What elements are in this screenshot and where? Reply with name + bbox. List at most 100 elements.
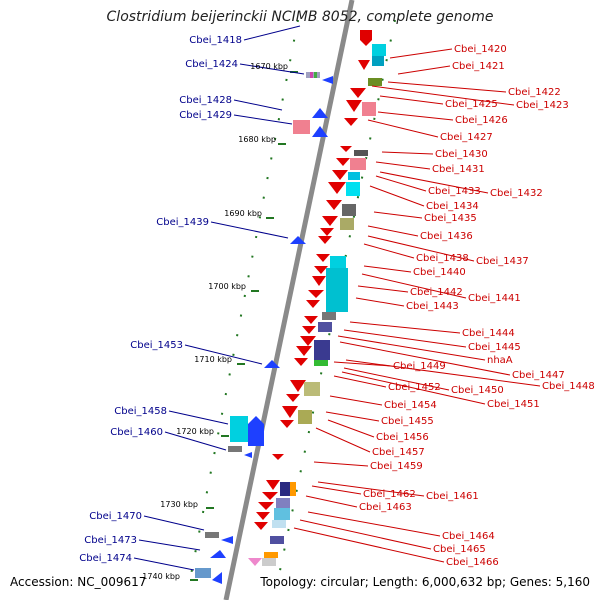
leader-cbei_1448	[345, 359, 541, 387]
reverse-gene-features	[248, 30, 386, 566]
gene-label-cbei_1432: Cbei_1432	[490, 188, 543, 199]
gene-label-cbei_1434: Cbei_1434	[426, 201, 479, 212]
kbp-tick-1730: 1730 kbp	[160, 500, 198, 509]
genome-title: Clostridium beijerinckii NCIMB 8052, com…	[106, 9, 494, 25]
gene-label-cbei_1444: Cbei_1444	[462, 328, 515, 339]
leader-cbei_1470	[143, 515, 205, 531]
leader-cbei_1453	[184, 344, 263, 365]
gene-label-cbei_1456: Cbei_1456	[376, 432, 429, 443]
gene-label-cbei_1437: Cbei_1437	[476, 256, 529, 267]
leader-cbei_1433	[375, 175, 427, 192]
accession-label: Accession: NC_009617	[10, 575, 147, 589]
leader-cbei_1428	[233, 99, 283, 111]
gene-label-cbei_1457: Cbei_1457	[372, 447, 425, 458]
kbp-tick-1680: 1680 kbp	[238, 135, 276, 144]
gene-label-cbei_1455: Cbei_1455	[381, 416, 434, 427]
leader-cbei_1454	[329, 395, 383, 406]
kbp-tick-1700: 1700 kbp	[208, 282, 246, 291]
gene-label-cbei_1421: Cbei_1421	[452, 61, 505, 72]
leader-cbei_1457	[315, 427, 371, 453]
leader-cbei_1460	[164, 431, 227, 451]
leader-cbei_1456	[327, 419, 375, 438]
kbp-tick-1690: 1690 kbp	[224, 209, 262, 218]
leader-cbei_1455	[325, 411, 380, 422]
gene-label-cbei_1430: Cbei_1430	[435, 149, 488, 160]
leader-cbei_1461	[317, 481, 425, 497]
gene-label-cbei_1436: Cbei_1436	[420, 231, 473, 242]
leader-cbei_1420	[389, 48, 453, 59]
gene-labels: Cbei_1418 Cbei_1424 Cbei_1428 Cbei_1429 Cbei…	[79, 35, 594, 568]
gene-label-cbei_1461: Cbei_1461	[426, 491, 479, 502]
gene-label-cbei_1429: Cbei_1429	[179, 110, 232, 121]
gene-label-cbei_1466: Cbei_1466	[446, 557, 499, 568]
gene-label-cbei_1426: Cbei_1426	[455, 115, 508, 126]
leader-cbei_1466	[293, 527, 445, 563]
kbp-tick-1720: 1720 kbp	[176, 427, 214, 436]
leader-cbei_1450	[343, 367, 450, 391]
kbp-tick-1710: 1710 kbp	[194, 355, 232, 364]
leader-cbei_1423	[371, 85, 515, 106]
leader-cbei_1426	[377, 111, 454, 121]
gene-label-cbei_1428: Cbei_1428	[179, 95, 232, 106]
gene-label-cbei_1440: Cbei_1440	[413, 267, 466, 278]
leader-cbei_1430	[381, 151, 434, 155]
gene-label-cbei_1450: Cbei_1450	[451, 385, 504, 396]
gene-label-cbei_1464: Cbei_1464	[442, 531, 495, 542]
leader-cbei_1462	[311, 485, 362, 495]
leader-cbei_1434	[369, 185, 425, 207]
gene-label-cbei_1431: Cbei_1431	[432, 164, 485, 175]
label-leader-lines	[133, 25, 541, 571]
gene-label-cbei_1474: Cbei_1474	[79, 553, 132, 564]
gene-label-cbei_1458: Cbei_1458	[114, 406, 167, 417]
gene-label-cbei_1451: Cbei_1451	[487, 399, 540, 410]
gene-label-cbei_1438: Cbei_1438	[416, 253, 469, 264]
gene-label-cbei_1454: Cbei_1454	[384, 400, 437, 411]
leader-cbei_1432	[379, 171, 489, 194]
gene-label-cbei_1473: Cbei_1473	[84, 535, 137, 546]
leader-cbei_1463	[305, 495, 358, 508]
leader-cbei_1436	[367, 225, 419, 237]
gene-label-cbei_1422: Cbei_1422	[508, 87, 561, 98]
gene-label-nhaa: nhaA	[487, 355, 513, 366]
gene-label-cbei_1425: Cbei_1425	[445, 99, 498, 110]
leader-cbei_1451	[341, 371, 486, 405]
kbp-tick-1670: 1670 kbp	[250, 62, 288, 71]
gene-label-cbei_1441: Cbei_1441	[468, 293, 521, 304]
leader-cbei_1441	[361, 273, 467, 299]
gene-label-cbei_1442: Cbei_1442	[410, 287, 463, 298]
gene-label-cbei_1433: Cbei_1433	[428, 186, 481, 197]
leader-cbei_1437	[367, 235, 475, 262]
leader-cbei_1431	[375, 161, 431, 170]
leader-cbei_1449	[333, 361, 392, 367]
gene-label-cbei_1463: Cbei_1463	[359, 502, 412, 513]
leader-cbei_1447	[339, 341, 511, 376]
leader-cbei_1459	[313, 461, 369, 467]
leader-cbei_1425	[379, 95, 444, 105]
gene-label-cbei_1460: Cbei_1460	[110, 427, 163, 438]
leader-cbei_1439	[210, 221, 289, 239]
gene-label-cbei_1465: Cbei_1465	[433, 544, 486, 555]
kbp-tick-1740: 1740 kbp	[142, 572, 180, 581]
gene-label-cbei_1459: Cbei_1459	[370, 461, 423, 472]
leader-cbei_1458	[168, 410, 229, 425]
gene-label-cbei_1423: Cbei_1423	[516, 100, 569, 111]
gene-label-cbei_1447: Cbei_1447	[512, 370, 565, 381]
leader-cbei_1452	[333, 375, 387, 388]
gene-label-cbei_1448: Cbei_1448	[542, 381, 595, 392]
gene-label-cbei_1420: Cbei_1420	[454, 44, 507, 55]
leader-cbei_1422	[387, 81, 507, 93]
leader-cbei_1473	[138, 539, 201, 551]
gene-label-cbei_1427: Cbei_1427	[440, 132, 493, 143]
leader-cbei_1444	[349, 321, 461, 334]
leader-cbei_1440	[363, 265, 412, 273]
leader-cbei_1424	[239, 63, 305, 75]
leader-cbei_1429	[233, 114, 293, 125]
gene-label-cbei_1439: Cbei_1439	[156, 217, 209, 228]
gene-label-cbei_1453: Cbei_1453	[130, 340, 183, 351]
kbp-tick-labels: 1670 kbp 1680 kbp 1690 kbp 1700 kbp 1710 kbp…	[142, 62, 288, 581]
gene-label-cbei_1443: Cbei_1443	[406, 301, 459, 312]
leader-cbei_1442	[357, 285, 409, 293]
gene-label-cbei_1470: Cbei_1470	[89, 511, 142, 522]
forward-gene-features	[195, 72, 333, 584]
